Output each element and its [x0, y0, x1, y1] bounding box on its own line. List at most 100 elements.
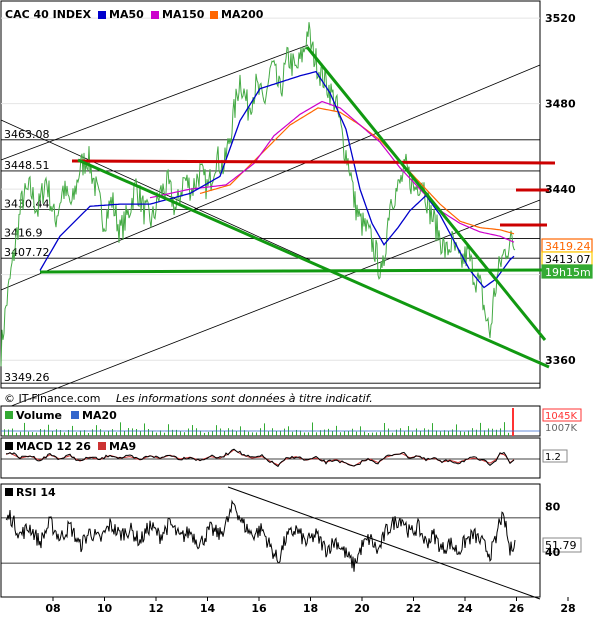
volume-bar	[252, 432, 253, 436]
volume-bar-last	[512, 408, 514, 436]
price-tick-3: 3480	[545, 98, 576, 111]
volume-bar	[472, 428, 473, 436]
price-axis: 33603400344034803520	[545, 12, 576, 367]
resistance-line	[71, 159, 556, 165]
volume-bar	[380, 431, 381, 436]
volume-bar	[16, 432, 17, 436]
volume-bar	[208, 431, 209, 436]
volume-bar	[112, 429, 113, 436]
volume-bar	[60, 430, 61, 436]
legend-ma50-swatch	[98, 11, 106, 19]
tag-text-0: 3419.24	[545, 240, 591, 253]
volume-bar	[428, 429, 429, 436]
volume-bar	[388, 428, 389, 436]
downtrend-line	[305, 46, 547, 341]
volume-bar	[132, 428, 133, 436]
volume-bar	[400, 428, 401, 436]
volume-bar	[28, 431, 29, 436]
volume-tag-1-box	[542, 408, 582, 422]
tag-text-2: 19h15m	[545, 266, 591, 279]
volume-bar	[384, 423, 385, 436]
volume-bar	[296, 429, 297, 436]
macd-line	[6, 448, 515, 468]
volume-bar	[20, 431, 21, 436]
volume-bar	[508, 432, 509, 436]
volume-bar	[376, 432, 377, 436]
x-tick-3: 14	[200, 602, 216, 615]
volume-bar	[248, 431, 249, 436]
volume-bar	[76, 432, 77, 436]
legend-rsi-swatch	[5, 488, 13, 496]
volume-bar	[352, 428, 353, 436]
disclaimer: Les informations sont données à titre in…	[116, 392, 373, 405]
level-label-3: 3416.9	[4, 227, 43, 240]
x-tick-6: 20	[354, 602, 370, 615]
volume-bar	[488, 428, 489, 436]
volume-bar	[140, 431, 141, 436]
volume-bar	[64, 432, 65, 436]
volume-bar	[480, 422, 481, 436]
legend-ma200: MA200	[221, 8, 264, 21]
rsi-value: 51.79	[545, 539, 577, 552]
volume-bar	[84, 430, 85, 436]
volume-bar	[100, 429, 101, 436]
volume-bar	[356, 431, 357, 436]
volume-bar	[184, 432, 185, 436]
ma150-line	[149, 100, 515, 243]
volume-bar	[464, 431, 465, 436]
legend-ma9: MA9	[109, 440, 136, 453]
legend-ma200-swatch	[210, 11, 218, 19]
volume-bar	[220, 428, 221, 436]
legend-macd-swatch	[5, 442, 13, 450]
volume-bar	[420, 430, 421, 436]
volume-bar	[280, 430, 281, 436]
volume-bar	[172, 429, 173, 436]
lower-trend-line	[77, 158, 550, 369]
volume-bar	[108, 430, 109, 436]
price-tick-2: 3440	[545, 183, 576, 196]
volume-bar	[424, 428, 425, 436]
volume-bar	[180, 431, 181, 436]
rsi-trendline	[227, 486, 541, 600]
volume-bar	[160, 430, 161, 436]
volume-bar	[44, 429, 45, 436]
volume-bar	[308, 432, 309, 436]
volume-bar	[96, 425, 97, 436]
legend-macd: MACD 12 26	[16, 440, 91, 453]
volume-bar	[12, 428, 13, 436]
price-tick-0: 3360	[545, 354, 576, 367]
rsi-grid	[1, 517, 540, 564]
volume-bar	[224, 430, 225, 436]
volume-bar	[196, 428, 197, 436]
macd-tag-box	[542, 449, 568, 463]
volume-bar	[80, 430, 81, 436]
volume-bar	[92, 429, 93, 436]
volume-bar	[304, 432, 305, 436]
volume-bar	[36, 432, 37, 436]
rsi-line	[5, 499, 516, 572]
volume-bar	[440, 431, 441, 436]
level-label-4: 3407.72	[4, 246, 50, 259]
volume-bar	[452, 429, 453, 436]
volume-bar	[460, 431, 461, 436]
volume-bar	[152, 430, 153, 436]
volume-bar	[268, 431, 269, 436]
x-tick-5: 18	[303, 602, 318, 615]
volume-bar	[120, 422, 121, 436]
volume-tag-1: 1045K	[545, 411, 577, 422]
volume-bar	[156, 432, 157, 436]
volume-tag-2: 1007K	[545, 423, 577, 434]
volume-bar	[136, 429, 137, 436]
volume-bar	[164, 432, 165, 436]
legend-ma50: MA50	[109, 8, 144, 21]
rsi-tick-0: 80	[545, 501, 561, 514]
volume-bar	[216, 425, 217, 436]
volume-bar	[404, 431, 405, 436]
x-tick-4: 16	[251, 602, 267, 615]
volume-bar	[144, 423, 145, 436]
volume-bar	[468, 430, 469, 436]
volume-bar	[392, 432, 393, 436]
legend-ma20-swatch	[71, 411, 79, 419]
volume-bar	[324, 429, 325, 436]
volume-bar	[260, 428, 261, 436]
